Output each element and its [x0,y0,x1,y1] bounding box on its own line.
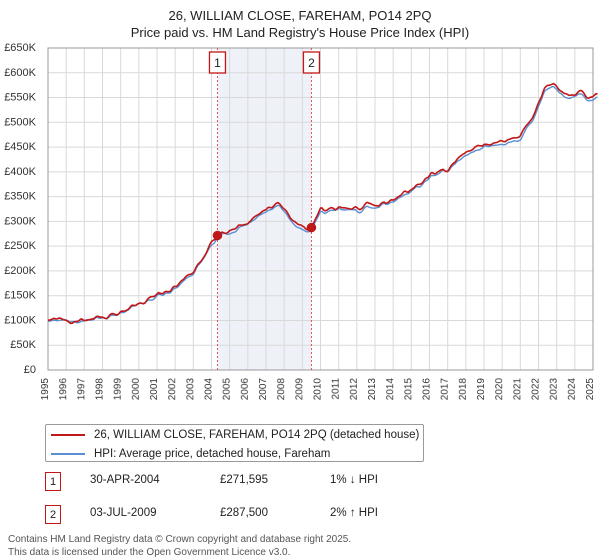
svg-text:£500K: £500K [4,116,36,128]
svg-text:£150K: £150K [4,290,36,302]
svg-text:2005: 2005 [222,378,233,401]
svg-text:2023: 2023 [549,378,560,401]
svg-text:£600K: £600K [4,67,36,79]
svg-text:2000: 2000 [131,378,142,401]
svg-text:2014: 2014 [385,378,396,401]
svg-text:2006: 2006 [240,378,251,401]
svg-text:£400K: £400K [4,166,36,178]
svg-text:2009: 2009 [294,378,305,401]
svg-text:£550K: £550K [4,92,36,104]
svg-text:2002: 2002 [167,378,178,401]
svg-text:£350K: £350K [4,191,36,203]
svg-text:2013: 2013 [367,378,378,401]
svg-text:2021: 2021 [512,378,523,401]
svg-text:2017: 2017 [440,378,451,401]
svg-text:2001: 2001 [149,378,160,401]
svg-text:£300K: £300K [4,215,36,227]
svg-text:1999: 1999 [113,378,124,401]
svg-text:1998: 1998 [95,378,106,401]
svg-text:2024: 2024 [567,378,578,401]
svg-text:2012: 2012 [349,378,360,401]
svg-text:£100K: £100K [4,314,36,326]
svg-text:£50K: £50K [10,339,36,351]
svg-text:£450K: £450K [4,141,36,153]
svg-text:2025: 2025 [585,378,596,401]
svg-text:£650K: £650K [4,42,36,54]
svg-text:2022: 2022 [531,378,542,401]
svg-text:2010: 2010 [313,378,324,401]
svg-text:2015: 2015 [403,378,414,401]
svg-text:2011: 2011 [331,378,342,400]
svg-text:2: 2 [308,56,315,70]
svg-text:£200K: £200K [4,265,36,277]
svg-text:2008: 2008 [276,378,287,401]
svg-text:1995: 1995 [40,378,51,401]
svg-text:2004: 2004 [204,378,215,401]
svg-text:£250K: £250K [4,240,36,252]
svg-text:1997: 1997 [76,378,87,401]
svg-text:£0: £0 [24,364,36,376]
svg-text:2019: 2019 [476,378,487,401]
svg-text:2016: 2016 [422,378,433,401]
svg-text:1996: 1996 [58,378,69,401]
svg-text:2003: 2003 [185,378,196,401]
svg-text:2018: 2018 [458,378,469,401]
svg-text:2020: 2020 [494,378,505,401]
svg-text:1: 1 [214,56,221,70]
svg-text:2007: 2007 [258,378,269,401]
